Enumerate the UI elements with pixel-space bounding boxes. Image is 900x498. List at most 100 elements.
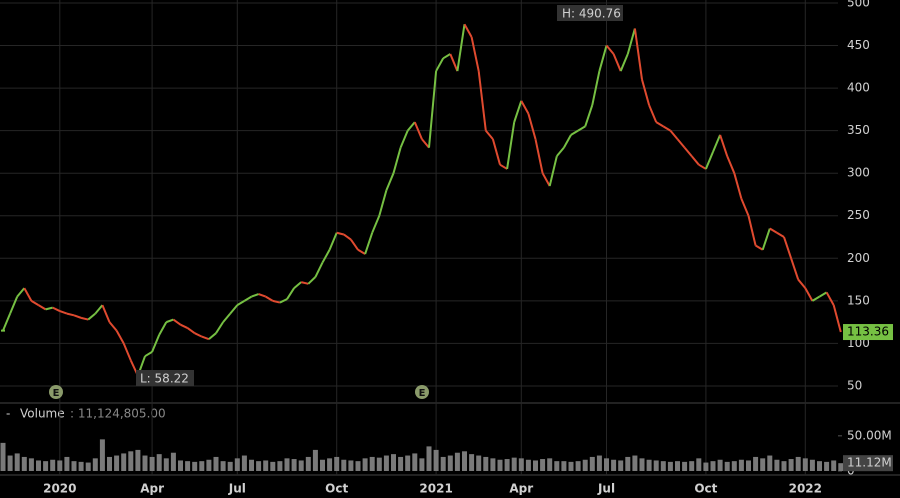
candle bbox=[669, 129, 679, 140]
candle bbox=[435, 57, 445, 72]
candle bbox=[30, 299, 40, 306]
volume-value: : 11,124,805.00 bbox=[70, 407, 166, 421]
y-tick-label: 250 bbox=[847, 208, 870, 222]
volume-bar bbox=[824, 461, 830, 471]
candle bbox=[428, 70, 438, 148]
candle bbox=[251, 293, 259, 298]
volume-bar bbox=[135, 449, 141, 471]
volume-bar bbox=[249, 459, 254, 471]
candle bbox=[208, 332, 217, 340]
high-label: H: 490.76 bbox=[562, 7, 621, 21]
volume-bar bbox=[561, 461, 567, 471]
candle bbox=[570, 129, 579, 136]
candle bbox=[598, 45, 608, 72]
x-tick-label: 2022 bbox=[789, 482, 822, 496]
candle bbox=[45, 306, 53, 311]
y-tick-label: 50.00M bbox=[847, 428, 892, 442]
candle bbox=[66, 312, 75, 317]
volume-bar bbox=[234, 458, 240, 471]
last-volume-label: 11.12M bbox=[847, 456, 892, 470]
candle bbox=[733, 172, 743, 199]
candle bbox=[712, 134, 722, 153]
candle bbox=[442, 53, 451, 60]
candle bbox=[371, 215, 381, 234]
volume-bar bbox=[28, 458, 34, 471]
volume-bar bbox=[206, 459, 212, 471]
volume-bar bbox=[760, 458, 766, 471]
y-tick-label: 50 bbox=[847, 378, 862, 392]
last-price-box bbox=[843, 324, 893, 341]
volume-bar bbox=[149, 456, 155, 471]
volume-bar bbox=[483, 456, 489, 471]
volume-bar bbox=[227, 461, 233, 471]
candle bbox=[321, 249, 331, 264]
candle bbox=[719, 134, 729, 157]
volume-bar bbox=[476, 455, 482, 471]
candle bbox=[37, 304, 47, 311]
candle bbox=[563, 134, 572, 149]
candle bbox=[406, 121, 416, 132]
volume-bar bbox=[36, 460, 41, 471]
volume-bar bbox=[440, 456, 446, 471]
label-box bbox=[136, 370, 194, 386]
volume-bar bbox=[14, 453, 20, 471]
candle bbox=[698, 163, 707, 170]
volume-bar bbox=[220, 461, 226, 471]
candle bbox=[300, 281, 309, 285]
volume-bar bbox=[178, 460, 183, 471]
candle bbox=[683, 147, 693, 157]
volume-bar bbox=[767, 455, 773, 471]
candle bbox=[591, 70, 601, 106]
candle bbox=[655, 121, 664, 128]
volume-bar bbox=[490, 458, 496, 471]
candle bbox=[172, 318, 182, 326]
collapse-icon[interactable]: - bbox=[6, 407, 10, 421]
low-label: L: 58.22 bbox=[140, 372, 189, 386]
volume-bar bbox=[263, 460, 269, 471]
candle bbox=[108, 321, 118, 332]
volume-bar bbox=[142, 455, 148, 471]
candle bbox=[165, 318, 174, 324]
volume-bar bbox=[57, 460, 63, 471]
candle bbox=[236, 299, 245, 306]
candle bbox=[513, 100, 523, 123]
candle bbox=[485, 129, 494, 140]
candle bbox=[527, 113, 537, 140]
candle bbox=[265, 295, 274, 302]
candle bbox=[832, 304, 842, 333]
volume-bar bbox=[568, 461, 574, 471]
candle bbox=[314, 262, 324, 278]
last-volume-box bbox=[843, 455, 893, 472]
volume-bar bbox=[689, 461, 695, 471]
candle bbox=[52, 306, 61, 312]
volume-bar bbox=[660, 461, 666, 471]
candle bbox=[818, 291, 828, 298]
volume-bar bbox=[682, 461, 688, 471]
candle bbox=[825, 291, 835, 306]
volume-bar bbox=[774, 459, 780, 471]
volume-bar bbox=[43, 461, 49, 471]
volume-bar bbox=[241, 455, 247, 471]
x-tick-label: 2021 bbox=[419, 482, 452, 496]
volume-bar bbox=[312, 449, 318, 471]
candle bbox=[449, 53, 459, 72]
volume-bar bbox=[653, 460, 659, 471]
volume-bar bbox=[625, 456, 631, 471]
volume-bar bbox=[277, 461, 283, 471]
candle bbox=[293, 281, 302, 289]
volume-bar bbox=[632, 455, 638, 471]
candle bbox=[520, 100, 530, 115]
y-tick-label: 400 bbox=[847, 81, 870, 95]
volume-bar bbox=[533, 460, 538, 471]
candle bbox=[491, 138, 501, 165]
earnings-label: E bbox=[419, 388, 426, 399]
candle bbox=[783, 236, 793, 259]
volume-bar bbox=[724, 461, 730, 471]
candle bbox=[101, 304, 111, 323]
candle bbox=[279, 298, 288, 304]
candle bbox=[258, 293, 267, 298]
candle bbox=[59, 310, 68, 315]
volume-bar bbox=[348, 460, 354, 471]
volume-bar bbox=[21, 456, 27, 471]
